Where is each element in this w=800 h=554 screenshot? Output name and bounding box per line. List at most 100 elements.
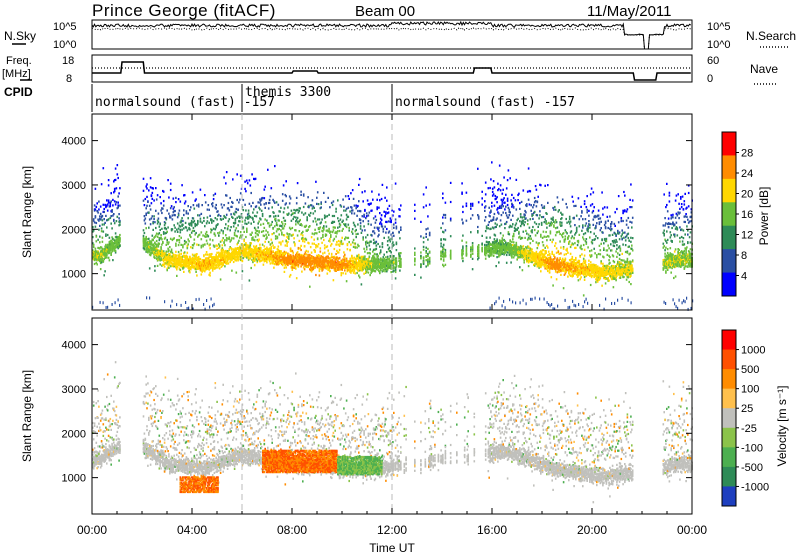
- power-cell: [144, 245, 147, 248]
- power-cell: [191, 229, 194, 232]
- power-cell: [367, 271, 370, 274]
- power-cell: [225, 213, 228, 216]
- power-cell: [363, 225, 365, 228]
- power-cell: [209, 274, 211, 277]
- power-cell: [375, 240, 378, 243]
- power-cell: [253, 177, 255, 180]
- power-cell: [347, 195, 350, 198]
- noise-right-tick-high: 10^5: [707, 21, 731, 33]
- power-cell: [267, 252, 270, 255]
- power-cell: [414, 273, 416, 276]
- power-cell: [187, 217, 189, 220]
- power-cell: [225, 223, 227, 226]
- power-cell: [168, 254, 170, 257]
- power-cell: [247, 221, 250, 224]
- power-cell: [211, 257, 214, 260]
- power-cell: [222, 258, 224, 261]
- power-cell: [224, 251, 226, 255]
- power-cell: [190, 222, 193, 225]
- power-cell: [491, 201, 493, 204]
- power-cell: [157, 242, 160, 245]
- power-cell: [183, 194, 186, 197]
- power-cell: [379, 212, 381, 215]
- power-cell: [190, 246, 192, 249]
- power-cell: [192, 266, 195, 269]
- power-cell: [214, 228, 217, 231]
- power-cell: [351, 212, 353, 215]
- power-cell: [117, 206, 119, 209]
- power-cell: [162, 190, 165, 193]
- power-cell: [165, 254, 168, 257]
- power-cell: [393, 258, 395, 261]
- power-cell: [373, 232, 376, 235]
- power-cell: [150, 251, 153, 254]
- power-cell: [168, 249, 170, 252]
- power-cell: [440, 254, 442, 257]
- power-cell: [261, 212, 264, 216]
- power-cell: [399, 208, 401, 211]
- power-cell: [259, 246, 261, 249]
- power-cell: [211, 264, 214, 267]
- power-cell: [258, 230, 260, 233]
- power-cell: [322, 235, 324, 239]
- power-cell: [151, 247, 154, 250]
- power-cell: [109, 216, 112, 220]
- power-cell: [204, 260, 207, 263]
- power-cell: [221, 264, 224, 267]
- power-cell: [223, 214, 225, 218]
- power-cell: [195, 231, 197, 235]
- power-cell: [145, 213, 147, 217]
- power-cell: [293, 215, 295, 219]
- power-cell: [277, 214, 280, 217]
- power-cell: [219, 240, 222, 243]
- power-cell: [203, 216, 205, 220]
- power-cell: [384, 225, 386, 228]
- power-cell: [490, 227, 492, 230]
- power-cell: [155, 232, 158, 235]
- power-cell: [155, 249, 158, 252]
- power-cell: [224, 254, 226, 258]
- power-cell: [183, 265, 186, 268]
- power-cell: [376, 206, 378, 209]
- power-cell: [351, 230, 353, 233]
- power-cell: [98, 252, 100, 255]
- power-cell: [477, 231, 479, 234]
- power-cell: [295, 196, 298, 199]
- power-cell: [263, 245, 266, 248]
- power-cell: [260, 209, 263, 212]
- power-cell: [378, 229, 380, 232]
- power-cell: [205, 235, 208, 238]
- power-cell: [442, 238, 445, 241]
- power-cell: [100, 246, 103, 249]
- power-cell: [187, 238, 189, 241]
- power-cell: [462, 247, 464, 250]
- power-cell: [96, 252, 98, 255]
- power-cell: [325, 233, 328, 236]
- power-cell: [253, 214, 256, 217]
- power-cell: [155, 246, 157, 249]
- power-cell: [222, 263, 224, 266]
- power-cell: [161, 251, 163, 254]
- power-cell: [220, 255, 223, 258]
- power-cell: [190, 231, 193, 234]
- power-cell: [147, 242, 149, 245]
- power-cell: [380, 197, 383, 201]
- power-cell: [177, 212, 180, 215]
- power-cell: [414, 257, 416, 260]
- power-cell: [214, 256, 217, 259]
- power-cell: [221, 206, 224, 209]
- power-cell: [194, 253, 196, 256]
- power-cell: [159, 255, 161, 258]
- power-cell: [246, 255, 248, 258]
- power-cell: [369, 248, 371, 251]
- power-cell: [280, 229, 282, 232]
- power-cell: [116, 244, 119, 247]
- power-cell: [253, 254, 255, 257]
- power-cell: [148, 248, 150, 251]
- power-cell: [206, 260, 209, 263]
- power-cell: [233, 231, 236, 235]
- power-cell: [297, 222, 300, 225]
- power-cell: [197, 203, 200, 206]
- power-cell: [225, 237, 228, 240]
- power-cell: [348, 241, 350, 244]
